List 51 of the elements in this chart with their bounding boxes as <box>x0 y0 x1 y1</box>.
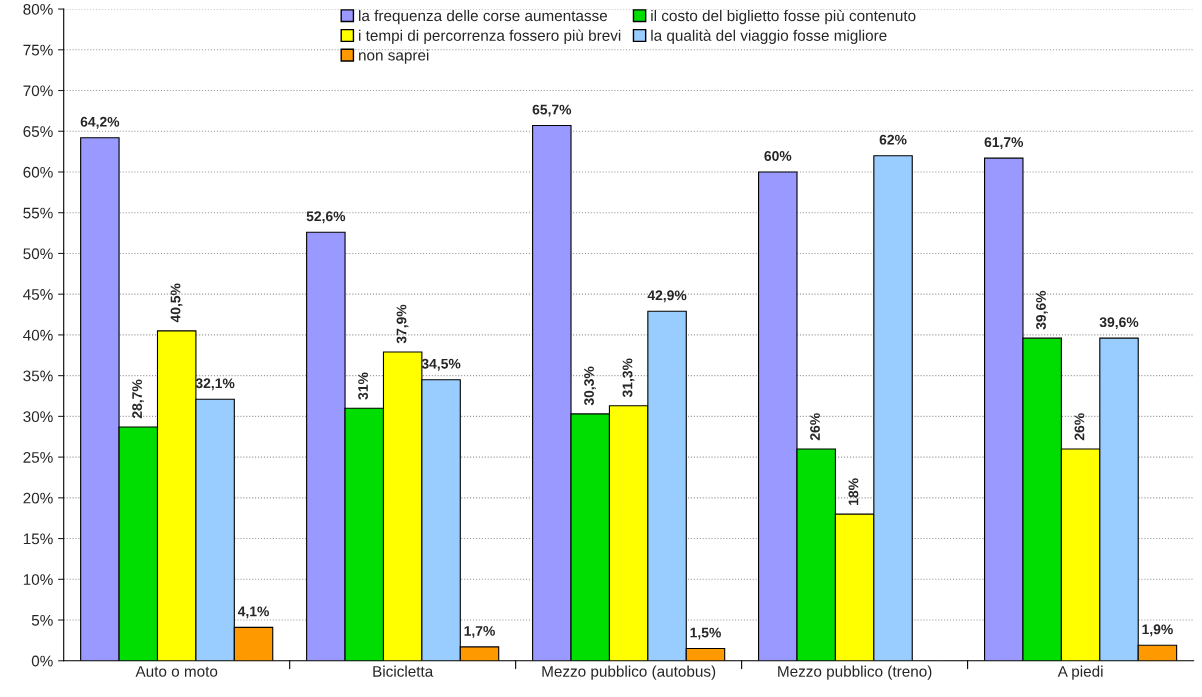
data-label: 4,1% <box>237 606 269 619</box>
y-tick-label: 40% <box>23 329 53 341</box>
data-label: 39,6% <box>1099 317 1139 330</box>
y-tick-label: 50% <box>23 248 53 260</box>
y-tick-label: 80% <box>23 3 53 15</box>
data-label: 65,7% <box>532 104 572 117</box>
y-tick-label: 45% <box>23 289 53 300</box>
y-tick-label: 35% <box>23 370 53 382</box>
x-tick-label: Bicicletta <box>373 665 434 677</box>
data-label: 32,1% <box>195 378 235 391</box>
y-tick-label: 75% <box>23 44 53 56</box>
y-tick-label: 30% <box>23 411 53 423</box>
y-tick-label: 65% <box>23 126 53 137</box>
y-tick-label: 60% <box>23 166 53 178</box>
legend-label: non saprei <box>359 49 429 64</box>
y-tick-label: 70% <box>23 85 53 97</box>
data-label: 31% <box>358 372 368 400</box>
y-tick-label: 5% <box>31 614 53 626</box>
data-label: 26% <box>1074 413 1085 441</box>
x-tick-label: A piedi <box>1057 665 1103 680</box>
data-label: 31,3% <box>622 358 635 398</box>
legend-label: la frequenza delle corse aumentasse <box>359 9 608 25</box>
x-tick-label: Mezzo pubblico (autobus) <box>542 665 716 680</box>
y-tick-label: 25% <box>23 451 53 463</box>
legend-label: la qualità del viaggio fosse migliore <box>651 29 887 44</box>
data-label: 28,7% <box>132 379 145 419</box>
data-label: 40,5% <box>170 283 183 323</box>
data-label: 52,6% <box>306 211 346 224</box>
y-tick-label: 55% <box>23 207 53 219</box>
data-label: 1,7% <box>464 626 495 638</box>
data-label: 62% <box>879 134 907 145</box>
legend-label: i tempi di percorrenza fossero più brevi <box>359 29 621 44</box>
y-tick-label: 10% <box>23 574 53 585</box>
x-tick-label: Auto o moto <box>135 666 218 677</box>
y-tick-label: 0% <box>31 655 53 667</box>
data-label: 1,9% <box>1142 624 1173 637</box>
data-label: 18% <box>848 478 859 505</box>
y-tick-label: 20% <box>23 492 53 504</box>
data-label: 26% <box>810 413 820 441</box>
data-label: 34,5% <box>421 358 461 371</box>
data-label: 60% <box>764 151 792 161</box>
x-tick-label: Mezzo pubblico (treno) <box>778 665 932 680</box>
data-label: 37,9% <box>396 304 409 344</box>
data-label: 1,5% <box>690 627 721 640</box>
y-tick-label: 15% <box>23 533 53 545</box>
data-label: 39,6% <box>1036 290 1048 330</box>
data-label: 42,9% <box>647 290 687 303</box>
legend-label: il costo del biglietto fosse più contenuto <box>651 9 916 25</box>
data-label: 30,3% <box>584 366 596 406</box>
data-label: 64,2% <box>80 116 120 129</box>
data-label: 61,7% <box>984 137 1024 150</box>
